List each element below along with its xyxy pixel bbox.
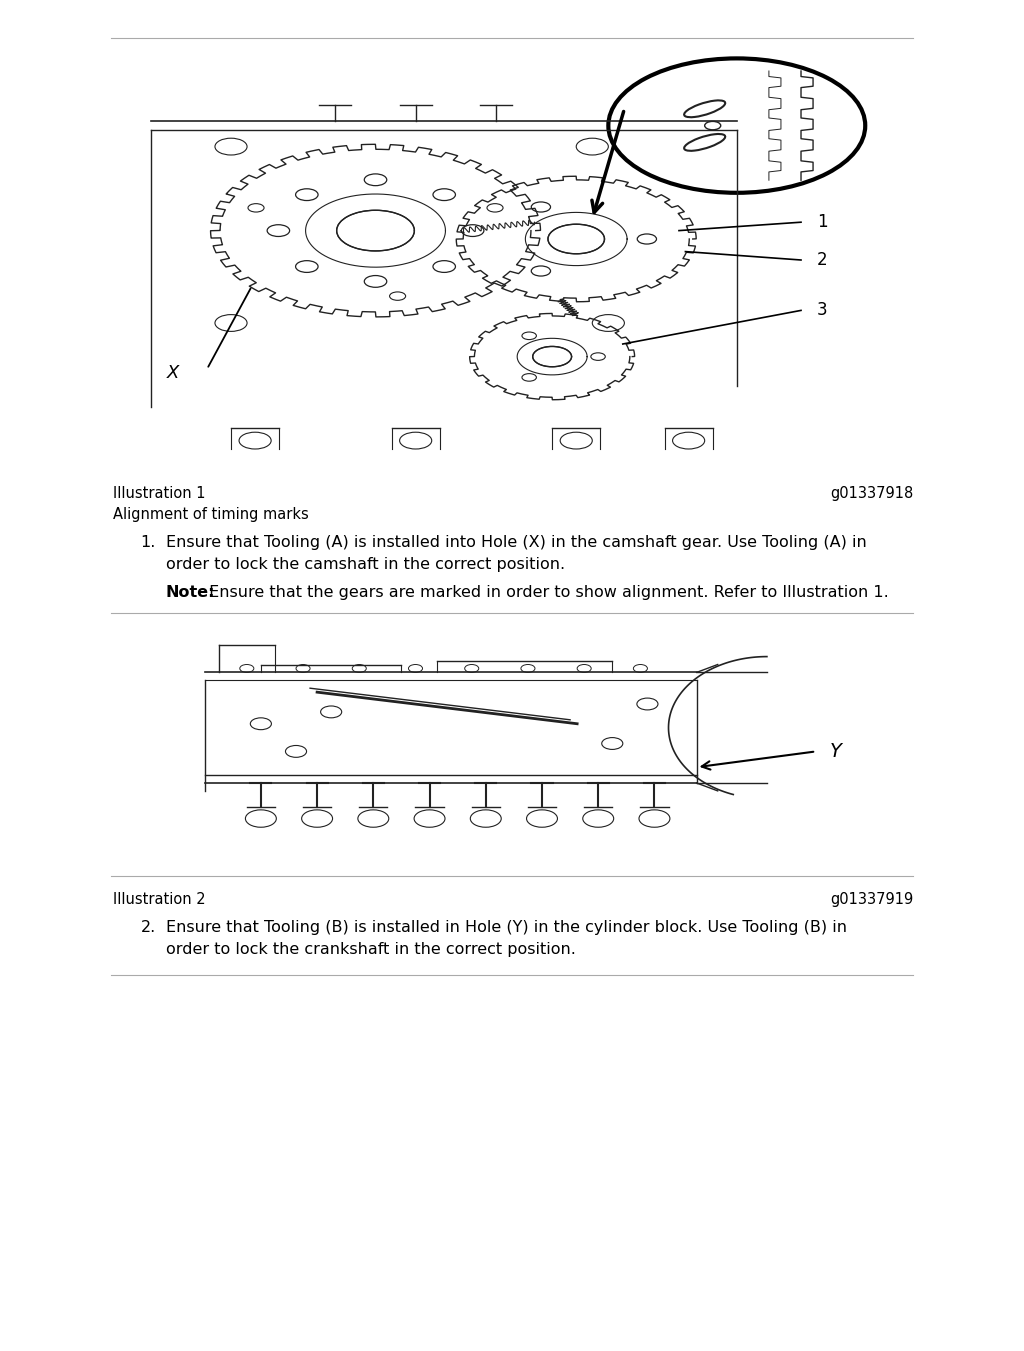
- Text: Ensure that the gears are marked in order to show alignment. Refer to Illustrati: Ensure that the gears are marked in orde…: [204, 585, 889, 600]
- Text: 3: 3: [817, 301, 827, 319]
- Text: Y: Y: [830, 742, 842, 761]
- Text: Ensure that Tooling (B) is installed in Hole (Y) in the cylinder block. Use Tool: Ensure that Tooling (B) is installed in …: [166, 920, 847, 935]
- Text: Illustration 1: Illustration 1: [113, 486, 205, 501]
- Text: 1.: 1.: [140, 535, 156, 550]
- Text: g01337918: g01337918: [830, 486, 913, 501]
- Text: Note:: Note:: [166, 585, 215, 600]
- Text: 2: 2: [817, 251, 827, 269]
- Text: Ensure that Tooling (A) is installed into Hole (X) in the camshaft gear. Use Too: Ensure that Tooling (A) is installed int…: [166, 535, 866, 550]
- Text: X: X: [167, 363, 179, 381]
- Text: Alignment of timing marks: Alignment of timing marks: [113, 507, 308, 521]
- Text: order to lock the crankshaft in the correct position.: order to lock the crankshaft in the corr…: [166, 942, 575, 957]
- Text: g01337919: g01337919: [830, 892, 913, 907]
- Text: order to lock the camshaft in the correct position.: order to lock the camshaft in the correc…: [166, 557, 564, 571]
- Text: Illustration 2: Illustration 2: [113, 892, 205, 907]
- Text: 2.: 2.: [140, 920, 156, 935]
- Text: 1: 1: [817, 213, 827, 231]
